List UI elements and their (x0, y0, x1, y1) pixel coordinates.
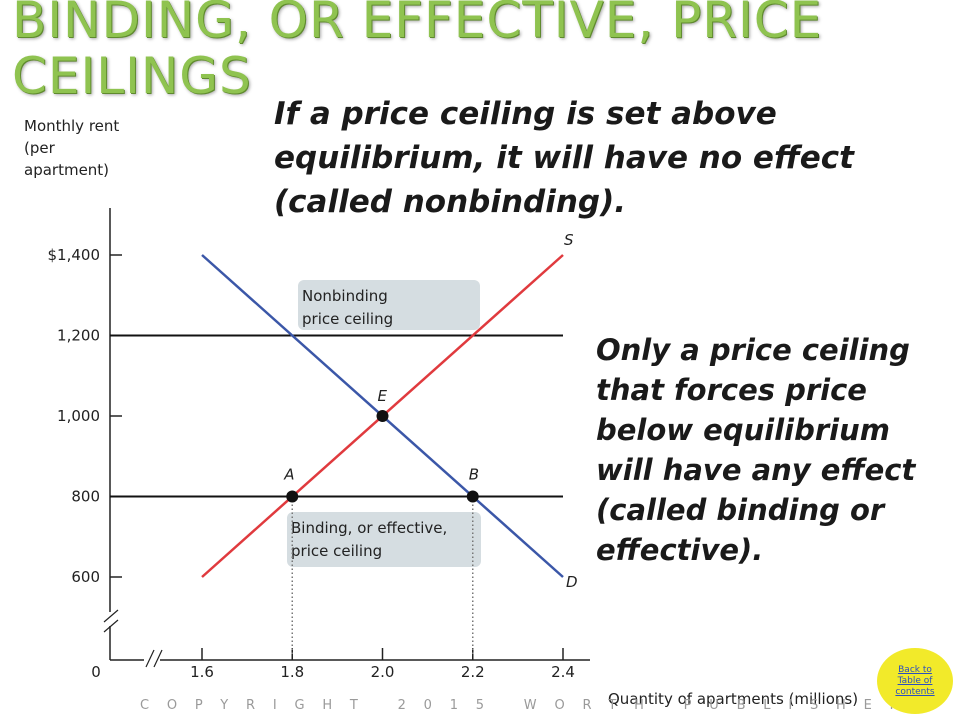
nonbinding-callout: If a price ceiling is set above equilibr… (274, 96, 854, 220)
x-axis-break-mark (145, 649, 155, 668)
x-axis-break-mark (153, 649, 163, 668)
binding-ceiling-label-line2: price ceiling (291, 542, 382, 560)
copyright-notice: COPYRIGHT 2015 WORTH PUBLISHERS (140, 698, 943, 713)
back-to-contents-button[interactable]: Back to Table of contents (877, 648, 953, 714)
nonbinding-ceiling-label-line2: price ceiling (302, 310, 393, 328)
slide-title: BINDING, OR EFFECTIVE, PRICE CEILINGS (12, 0, 823, 105)
point-b (466, 490, 479, 503)
supply-label: S (564, 231, 574, 249)
y-axis-break-mark (103, 609, 119, 623)
x-tick-label: 2.4 (551, 663, 575, 681)
point-label-a: A (283, 466, 294, 484)
y-tick-label: $1,400 (48, 246, 101, 264)
y-tick-label: 800 (71, 488, 100, 506)
back-to-contents-label: Back to Table of contents (895, 664, 935, 697)
y-tick-label: 1,000 (57, 407, 100, 425)
origin-label: 0 (91, 663, 101, 681)
nonbinding-ceiling-label-line1: Nonbinding (302, 287, 388, 305)
x-tick-label: 2.2 (461, 663, 485, 681)
binding-callout: Only a price ceiling that forces price b… (596, 333, 916, 567)
y-tick-label: 1,200 (57, 327, 100, 345)
x-tick-label: 1.8 (280, 663, 304, 681)
demand-label: D (566, 573, 578, 591)
point-label-e: E (378, 387, 388, 405)
y-axis-label: apartment) (24, 161, 109, 179)
y-tick-label: 600 (71, 568, 100, 586)
point-label-b: B (469, 466, 479, 484)
binding-ceiling-label-line1: Binding, or effective, (291, 519, 447, 537)
y-axis-break-mark (103, 619, 119, 633)
x-axis-label: Quantity of apartments (millions) (608, 690, 858, 708)
point-a (286, 490, 299, 503)
y-axis-label: Monthly rent (24, 117, 119, 135)
point-e (376, 410, 389, 422)
binding-ceiling-label-box (287, 512, 481, 567)
x-tick-label: 2.0 (371, 663, 395, 681)
y-axis-label: (per (24, 139, 56, 157)
x-tick-label: 1.6 (190, 663, 214, 681)
nonbinding-ceiling-label-box (298, 280, 480, 330)
